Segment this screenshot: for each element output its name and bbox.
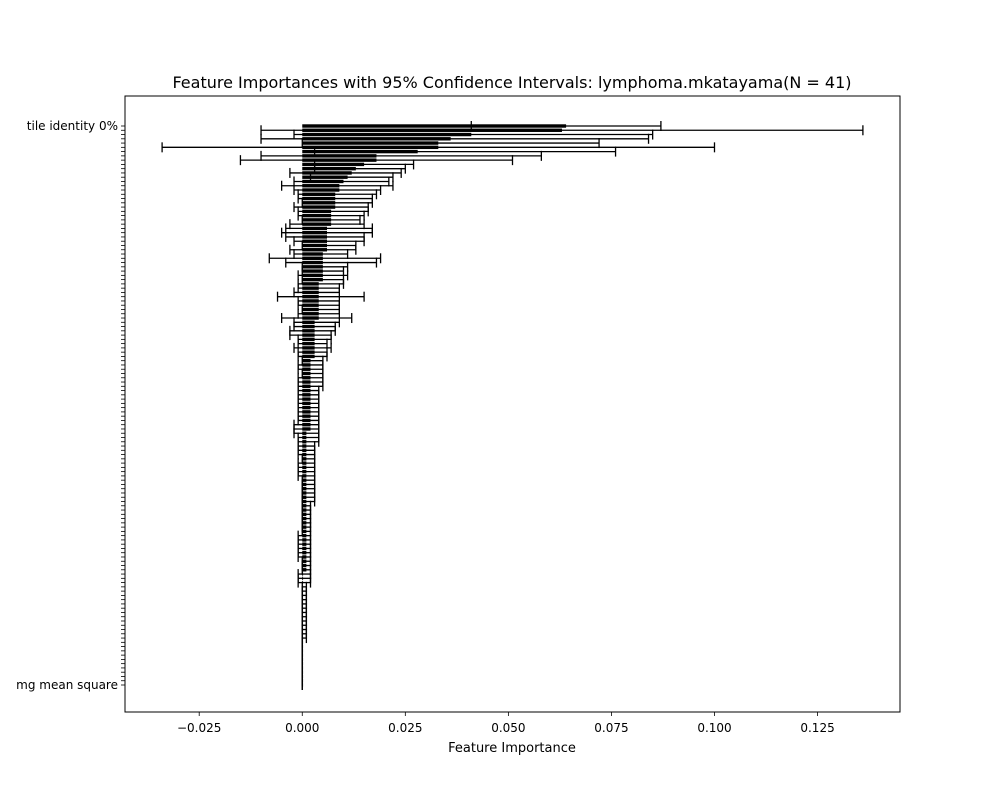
x-tick-label: 0.000 [285,721,319,735]
confidence-interval [297,351,328,362]
confidence-interval [280,180,394,191]
confidence-interval [297,338,328,349]
confidence-interval [289,219,365,230]
confidence-interval [293,342,332,353]
x-tick-label: 0.050 [491,721,525,735]
confidence-interval [313,163,406,174]
confidence-interval [280,227,373,238]
x-ticks-layer: −0.025 0.000 0.025 0.050 0.075 0.100 0.125 [177,712,835,735]
y-ticks-layer [121,125,125,686]
y-tick-labels-layer: tile identity 0% mg mean square [16,119,118,692]
y-tick-label: tile identity 0% [27,119,118,133]
confidence-interval [297,270,349,281]
confidence-interval [301,266,345,277]
plot-frame [124,95,901,713]
y-tick-label: mg mean square [16,678,118,692]
confidence-interval [470,121,662,131]
confidence-interval [297,210,365,221]
confidence-interval [301,214,361,225]
confidence-interval [301,197,373,208]
confidence-interval [260,125,864,136]
confidence-interval [297,308,341,319]
confidence-interval [289,244,357,255]
confidence-interval [239,155,514,166]
error-bars-layer [161,121,864,690]
x-tick-label: 0.075 [594,721,628,735]
confidence-interval [293,287,341,298]
importance-bar [302,124,567,128]
confidence-interval [285,257,378,268]
confidence-interval [293,249,349,260]
x-axis-label: Feature Importance [448,741,576,756]
x-tick-label: 0.025 [388,721,422,735]
chart-title: Feature Importances with 95% Confidence … [172,73,851,92]
confidence-interval [293,236,365,247]
confidence-interval [161,142,716,153]
confidence-interval [293,185,382,196]
confidence-interval [293,176,390,187]
confidence-interval [268,253,382,264]
confidence-interval [309,172,394,183]
confidence-interval [260,150,543,161]
confidence-interval [297,577,312,588]
x-tick-label: 0.100 [697,721,731,735]
confidence-interval [280,313,353,324]
x-tick-label: −0.025 [177,721,221,735]
confidence-interval [301,138,600,149]
confidence-interval [293,129,654,140]
x-tick-label: 0.125 [800,721,834,735]
confidence-interval [276,291,365,302]
confidence-interval [260,133,650,144]
confidence-interval [313,146,617,157]
confidence-interval [289,167,402,178]
